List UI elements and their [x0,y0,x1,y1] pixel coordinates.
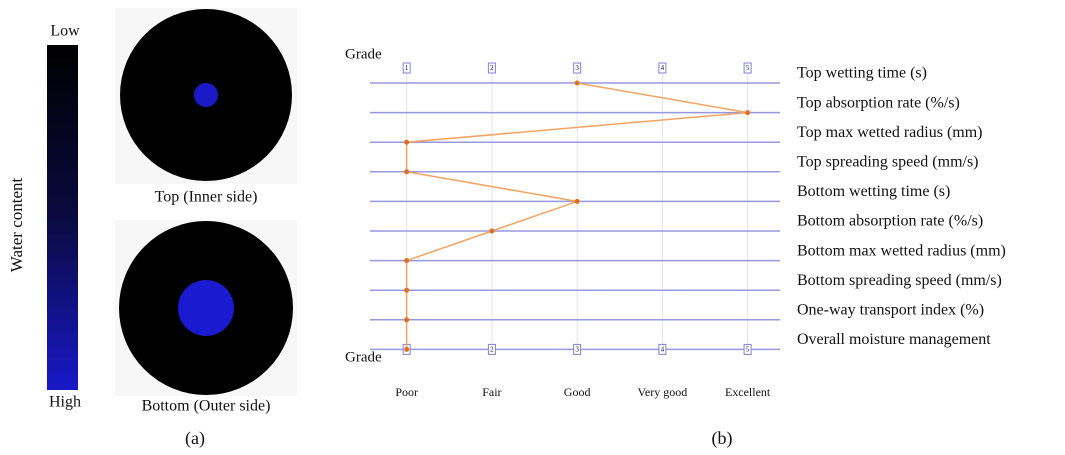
grade-point [404,169,409,174]
grade-point [404,347,409,352]
grade-point [489,229,494,234]
x-tick-label: 5 [746,346,750,354]
bottom-caption: Bottom (Outer side) [142,398,271,415]
top-wet-spot [194,83,218,107]
top-caption: Top (Inner side) [155,189,258,206]
x-tick-label: 1 [405,64,409,72]
y-tick-label: Bottom max wetted radius (mm) [797,242,1006,259]
panel-label: (b) [712,428,733,449]
colorbar-label: Water content [7,178,26,273]
panel-label: (a) [185,428,205,449]
colorbar [47,45,78,390]
x-tick-label: 3 [575,64,579,72]
grade-point [404,288,409,293]
y-tick-label: Top spreading speed (mm/s) [797,153,979,170]
x-axis-label: Grade [345,349,382,365]
x-axis-label: Grade [345,46,382,62]
y-tick-label: Bottom absorption rate (%/s) [797,213,983,230]
y-tick-label: Top max wetted radius (mm) [797,124,983,141]
x-tick-label: 4 [661,346,665,354]
y-tick-label: Overall moisture management [797,331,991,348]
x-tick-name: Excellent [725,385,771,399]
grade-point [404,317,409,322]
grade-point [575,81,580,86]
y-tick-label: Top absorption rate (%/s) [797,94,960,111]
grade-point [404,258,409,263]
y-tick-label: Bottom spreading speed (mm/s) [797,272,1002,289]
colorbar-low: Low [50,23,80,40]
x-tick-name: Poor [395,385,418,399]
x-tick-label: 4 [661,64,665,72]
grade-point [404,140,409,145]
grade-point [745,110,750,115]
x-tick-label: 3 [575,346,579,354]
x-tick-name: Very good [638,385,688,399]
y-tick-label: One-way transport index (%) [797,301,984,318]
grade-point [575,199,580,204]
figure: Low High Water content Top (Inner side) … [0,0,1065,455]
x-tick-label: 2 [490,346,494,354]
y-tick-label: Bottom wetting time (s) [797,183,950,200]
x-tick-label: 5 [746,64,750,72]
colorbar-high: High [49,394,81,411]
x-tick-label: 2 [490,64,494,72]
y-tick-label: Top wetting time (s) [797,65,927,82]
x-tick-name: Fair [482,385,501,399]
bottom-wet-spot [178,280,234,336]
x-tick-name: Good [564,385,591,399]
